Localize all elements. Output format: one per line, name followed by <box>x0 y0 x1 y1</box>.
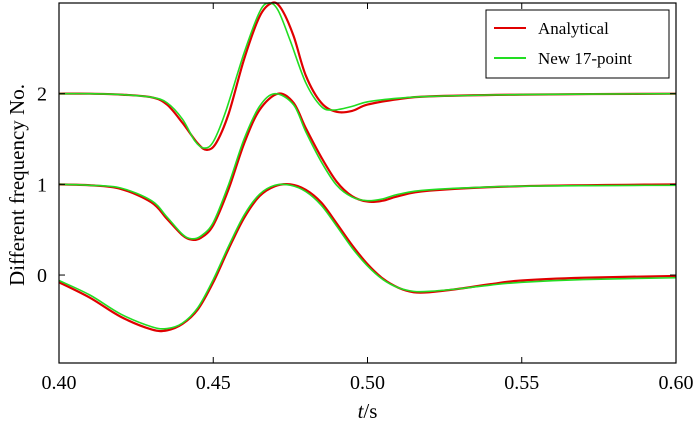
x-tick-label: 0.45 <box>196 372 231 394</box>
x-tick-label: 0.60 <box>659 372 694 394</box>
series-line-analytical-offset-0 <box>58 183 677 333</box>
y-tick-label: 2 <box>37 84 47 106</box>
series-layer <box>58 1 677 333</box>
x-axis-label-unit: /s <box>363 399 377 423</box>
x-axis-label-symbol: t <box>358 399 365 423</box>
series-line-new-17-point-offset-0 <box>58 183 677 330</box>
y-tick-label: 1 <box>37 174 47 196</box>
series-line-analytical-offset-1 <box>58 92 677 242</box>
x-axis-label: t/s <box>358 399 378 423</box>
x-tick-label: 0.50 <box>350 372 385 394</box>
legend: Analytical New 17-point <box>485 9 670 79</box>
tick-layer: 0.40 0.45 0.50 0.55 0.60 0 1 2 <box>37 3 694 394</box>
x-tick-label: 0.55 <box>504 372 539 394</box>
legend-box <box>485 9 670 79</box>
y-axis-label: Different frequency No. <box>5 84 29 286</box>
series-line-new-17-point-offset-1 <box>58 92 677 240</box>
x-tick-label: 0.40 <box>42 372 77 394</box>
legend-label-analytical: Analytical <box>538 19 609 38</box>
legend-label-new-17-point: New 17-point <box>538 49 632 68</box>
y-tick-label: 0 <box>37 265 47 287</box>
